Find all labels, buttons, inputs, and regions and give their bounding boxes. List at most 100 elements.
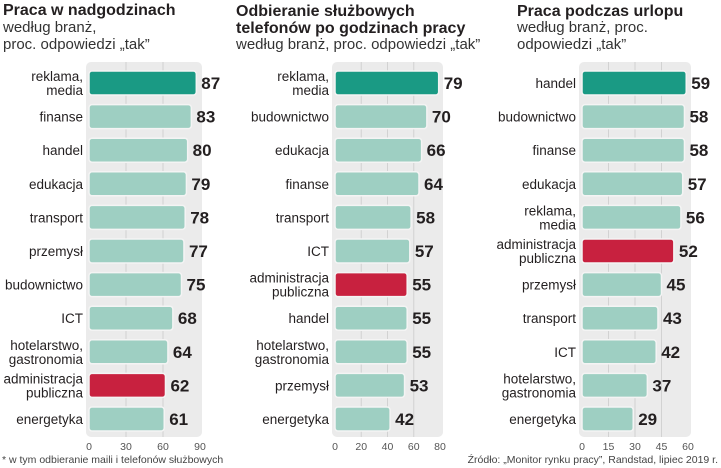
chart2-subtitle: według branż, proc. odpowiedzi „tak” [236, 36, 481, 53]
value-label: 53 [410, 376, 429, 395]
value-label: 42 [661, 343, 680, 362]
category-label: administracja [496, 237, 576, 252]
category-label: transport [276, 210, 330, 225]
category-label: reklama, [524, 203, 576, 218]
x-tick-label: 0 [332, 441, 338, 453]
category-label: reklama, [31, 69, 83, 84]
bar [88, 204, 186, 231]
bar [581, 339, 657, 365]
category-label: administracja [3, 371, 83, 386]
footnote-source: Źródło: „Monitor rynku pracy”, Randstad,… [467, 454, 718, 466]
bar [88, 271, 183, 298]
bar [581, 271, 663, 298]
bar [88, 70, 198, 96]
bar [581, 171, 684, 197]
value-label: 70 [432, 108, 451, 127]
category-label: publiczna [519, 251, 577, 266]
chart3-title: Praca podczas urlopu [517, 3, 684, 20]
category-label: reklama, [277, 69, 329, 84]
category-label: edukacja [522, 177, 577, 192]
value-label: 45 [667, 276, 686, 295]
value-label: 58 [689, 141, 708, 160]
bar [581, 238, 675, 264]
category-label: handel [288, 311, 329, 326]
x-tick-label: 15 [603, 441, 615, 453]
value-label: 55 [412, 343, 431, 362]
bar [334, 204, 412, 231]
bar [581, 137, 686, 163]
category-label: budownictwo [498, 110, 576, 125]
category-label: media [46, 83, 83, 98]
category-label: energetyka [509, 412, 576, 427]
value-label: 58 [689, 108, 708, 127]
bar [88, 171, 188, 197]
x-tick-label: 30 [629, 441, 641, 453]
bar [581, 305, 659, 331]
x-tick-label: 60 [682, 441, 694, 453]
x-tick-label: 45 [656, 441, 668, 453]
x-tick-label: 30 [120, 441, 132, 453]
category-label: handel [42, 143, 83, 158]
bar [88, 103, 193, 130]
bar [334, 372, 406, 399]
bar [581, 70, 687, 96]
bar [581, 103, 686, 130]
category-label: media [292, 83, 329, 98]
bar [334, 305, 408, 331]
value-label: 55 [412, 309, 431, 328]
value-label: 52 [679, 242, 698, 261]
value-label: 61 [169, 410, 188, 429]
category-label: transport [30, 210, 84, 225]
category-label: przemysł [522, 278, 576, 293]
bar [88, 305, 174, 331]
x-tick-label: 80 [434, 441, 446, 453]
bar [334, 406, 391, 432]
chart1-subtitle-line2: proc. odpowiedzi „tak” [3, 36, 150, 53]
bar [581, 406, 634, 432]
category-label: media [539, 217, 576, 232]
category-label: hotelarstwo, [503, 371, 576, 386]
category-label: finanse [532, 143, 576, 158]
value-label: 42 [395, 410, 414, 429]
category-label: gastronomia [502, 385, 577, 400]
bar [88, 137, 189, 163]
category-label: ICT [307, 244, 329, 259]
x-tick-label: 90 [194, 441, 206, 453]
bar [88, 238, 185, 264]
value-label: 83 [196, 108, 215, 127]
chart1-title: Praca w nadgodzinach [3, 2, 176, 19]
chart2-group: 79 reklama,media 70 budownictwo 66 edukacja 64… [249, 62, 463, 453]
value-label: 59 [691, 74, 710, 93]
chart2-title-line2: telefonów po godzinach pracy [236, 20, 466, 37]
x-tick-label: 60 [408, 441, 420, 453]
bar [88, 372, 167, 399]
value-label: 57 [415, 242, 434, 261]
value-label: 57 [688, 175, 707, 194]
category-label: hotelarstwo, [256, 338, 329, 353]
bar [88, 339, 169, 365]
category-label: gastronomia [9, 352, 84, 367]
category-label: handel [535, 76, 576, 91]
value-label: 29 [638, 410, 657, 429]
x-tick-label: 60 [157, 441, 169, 453]
value-label: 64 [424, 175, 443, 194]
value-label: 58 [416, 208, 435, 227]
value-label: 79 [191, 175, 210, 194]
chart3-subtitle-line1: według branż, proc. [517, 19, 648, 36]
x-tick-label: 20 [355, 441, 367, 453]
value-label: 77 [189, 242, 208, 261]
category-label: transport [523, 311, 577, 326]
bar [334, 137, 423, 163]
value-label: 78 [190, 208, 209, 227]
category-label: ICT [554, 345, 576, 360]
category-label: hotelarstwo, [10, 338, 83, 353]
bar [581, 372, 649, 399]
category-label: edukacja [29, 177, 84, 192]
chart1-group: 87 reklama,media 83 finanse 80 handel 79 edukac… [3, 62, 220, 453]
bar [581, 204, 682, 231]
category-label: energetyka [16, 412, 83, 427]
chart1-subtitle-line1: według branż, [3, 19, 97, 36]
value-label: 87 [201, 74, 220, 93]
category-label: ICT [61, 311, 83, 326]
